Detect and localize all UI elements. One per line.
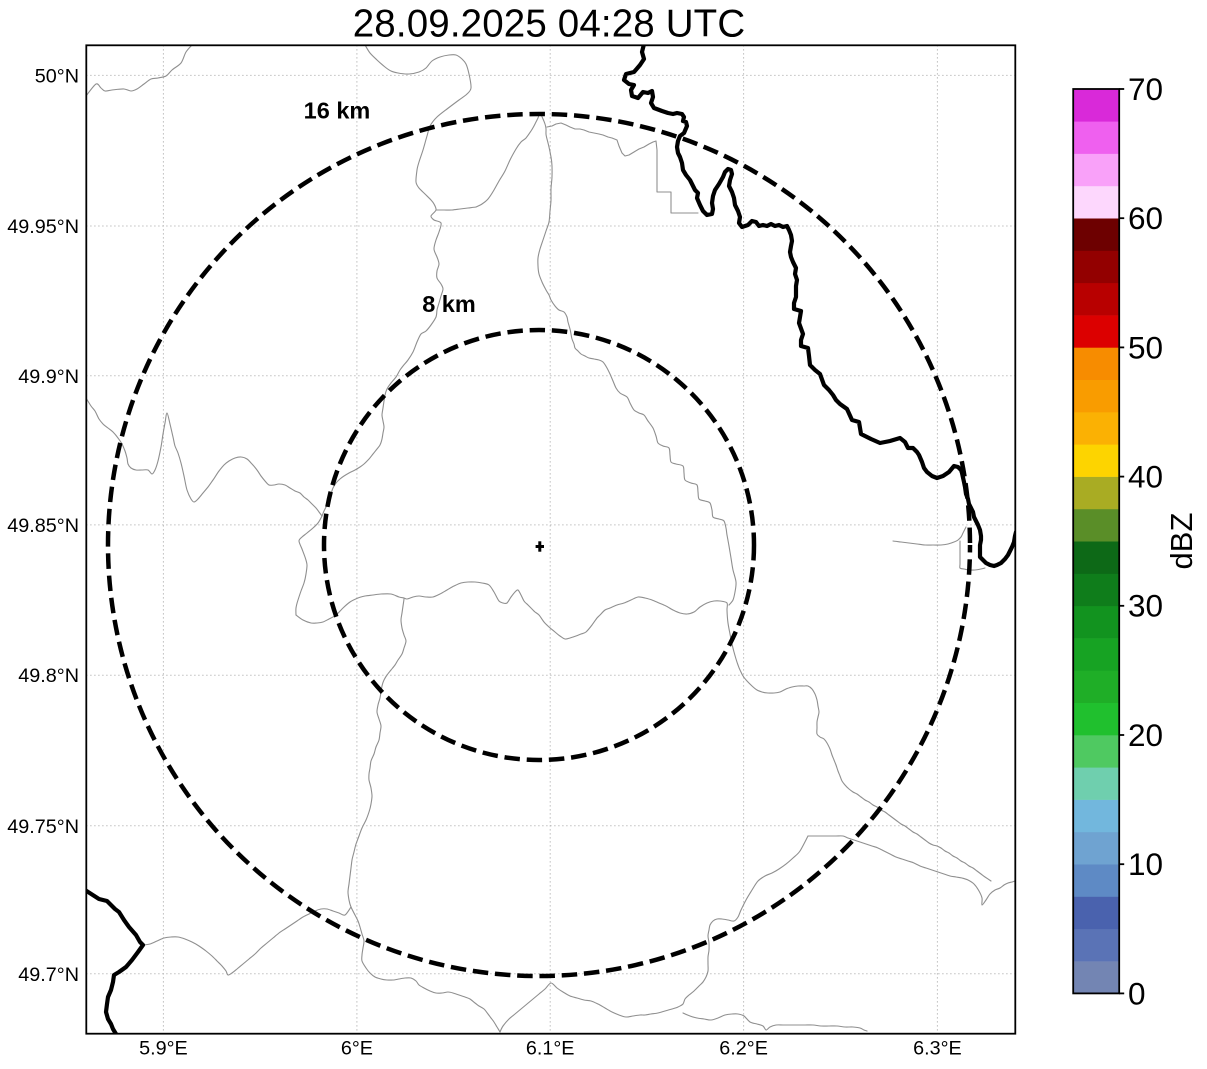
svg-text:49.8°N: 49.8°N: [18, 665, 79, 687]
svg-text:20: 20: [1128, 717, 1163, 753]
svg-text:28.09.2025 04:28 UTC: 28.09.2025 04:28 UTC: [353, 3, 746, 46]
svg-text:70: 70: [1128, 71, 1163, 107]
svg-text:6.3°E: 6.3°E: [913, 1038, 962, 1060]
svg-text:49.75°N: 49.75°N: [7, 816, 79, 838]
svg-text:6.1°E: 6.1°E: [526, 1038, 575, 1060]
svg-text:50: 50: [1128, 329, 1163, 365]
svg-text:50°N: 50°N: [35, 65, 79, 87]
svg-text:8 km: 8 km: [422, 291, 476, 317]
svg-text:6.2°E: 6.2°E: [719, 1038, 768, 1060]
svg-text:dBZ: dBZ: [1164, 513, 1199, 570]
svg-text:10: 10: [1128, 846, 1163, 882]
svg-text:49.7°N: 49.7°N: [18, 964, 79, 986]
svg-text:5.9°E: 5.9°E: [139, 1038, 188, 1060]
svg-text:0: 0: [1128, 975, 1146, 1011]
svg-text:49.95°N: 49.95°N: [7, 216, 79, 238]
svg-text:16 km: 16 km: [304, 98, 371, 124]
svg-text:30: 30: [1128, 588, 1163, 624]
svg-text:60: 60: [1128, 200, 1163, 236]
svg-text:6°E: 6°E: [341, 1038, 373, 1060]
svg-text:40: 40: [1128, 459, 1163, 495]
svg-text:49.85°N: 49.85°N: [7, 515, 79, 537]
svg-text:49.9°N: 49.9°N: [18, 366, 79, 388]
